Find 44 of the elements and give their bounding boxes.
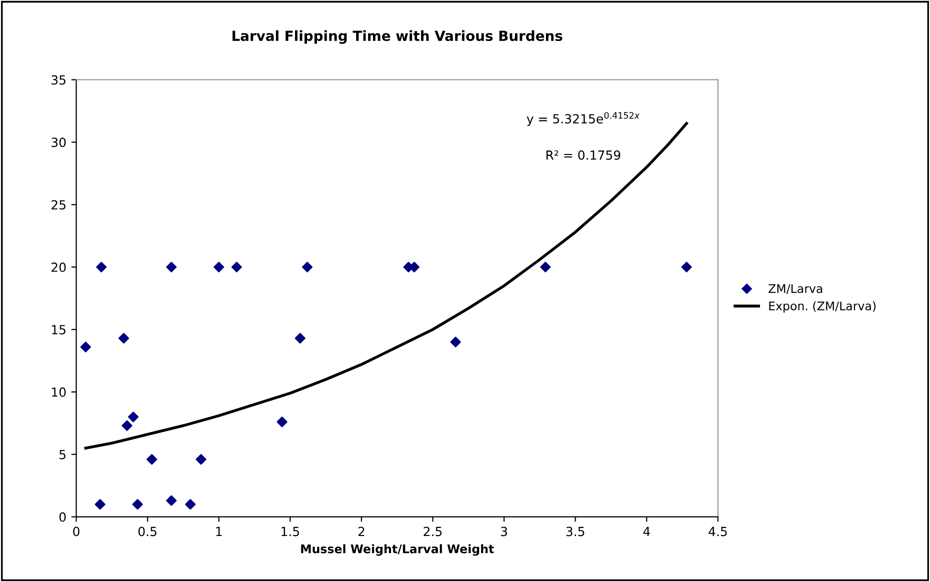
point bbox=[166, 495, 177, 506]
point bbox=[294, 332, 306, 344]
point bbox=[540, 262, 551, 272]
point bbox=[96, 262, 107, 272]
point bbox=[80, 342, 91, 352]
y-tick-label: 15 bbox=[52, 325, 66, 334]
x-tick-label: 4 bbox=[643, 526, 650, 536]
x-tick-label: 4.5 bbox=[708, 526, 727, 536]
x-tick-label: 0.5 bbox=[138, 526, 156, 536]
y-tick-label: 35 bbox=[52, 75, 66, 85]
y-tick-label: 30 bbox=[52, 138, 66, 148]
chart-title: Larval Flipping Time with Various Burdens bbox=[232, 30, 562, 44]
point bbox=[196, 454, 206, 465]
x-tick-label: 3.5 bbox=[566, 526, 584, 536]
x-tick-label: 1.5 bbox=[282, 526, 300, 536]
point bbox=[118, 332, 130, 344]
point bbox=[231, 262, 242, 272]
point bbox=[185, 499, 196, 510]
point bbox=[146, 454, 158, 465]
x-tick-label: 1 bbox=[216, 526, 222, 536]
x-tick-label: 2.5 bbox=[424, 526, 442, 536]
y-tick-label: 0 bbox=[59, 512, 66, 522]
x-axis-title: Mussel Weight/Larval Weight bbox=[301, 544, 494, 556]
point bbox=[166, 262, 177, 272]
y-tick-label: 5 bbox=[60, 450, 66, 460]
y-tick-label: 10 bbox=[52, 387, 66, 397]
y-tick-label: 25 bbox=[52, 200, 66, 210]
point bbox=[122, 420, 132, 431]
point bbox=[132, 499, 143, 510]
x-tick-label: 0 bbox=[73, 526, 80, 536]
legend-label: ZM/Larva bbox=[768, 284, 822, 294]
point bbox=[94, 499, 106, 510]
annotation: y = 5.3215e$^{0.4152x}$ bbox=[526, 112, 640, 126]
point bbox=[128, 412, 139, 422]
y-tick-label: 20 bbox=[52, 262, 66, 272]
point bbox=[276, 416, 288, 428]
point bbox=[302, 262, 313, 272]
x-tick-label: 3 bbox=[501, 526, 508, 536]
annotation: R² = 0.1759 bbox=[546, 150, 620, 160]
point bbox=[681, 262, 692, 272]
legend-label: Expon. (ZM/Larva) bbox=[769, 301, 876, 313]
point bbox=[450, 336, 461, 348]
x-tick-label: 2 bbox=[358, 526, 364, 536]
point bbox=[214, 262, 224, 272]
